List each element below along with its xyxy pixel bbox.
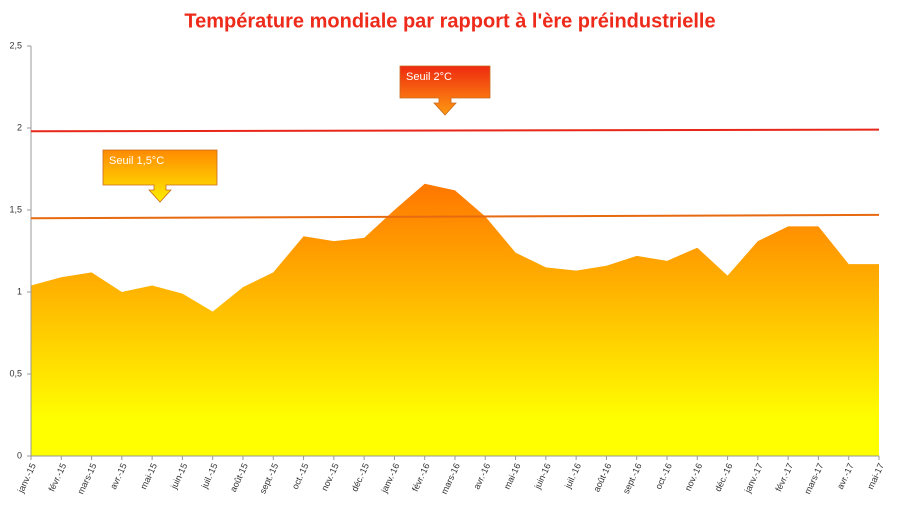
threshold-line: [30, 128, 880, 133]
area: [31, 183, 879, 456]
x-tick-label: mars-15: [76, 462, 99, 496]
chart-title: Température mondiale par rapport à l'ère…: [184, 10, 715, 32]
x-tick-label: janv.-15: [15, 462, 38, 496]
x-tick-label: août-16: [591, 462, 613, 494]
callout-box: [399, 65, 491, 116]
x-tick-label: nov.-15: [319, 462, 340, 493]
x-tick-label: févr.-15: [47, 462, 69, 493]
x-tick-label: août-15: [228, 462, 250, 494]
callout-label: Seuil 2°C: [406, 71, 452, 83]
x-tick-label: mai-16: [502, 462, 523, 491]
x-tick-label: sept.-16: [621, 462, 644, 496]
x-tick-label: juil.-16: [562, 462, 583, 491]
x-tick-label: déc.-15: [349, 462, 371, 493]
x-tick-label: avr.-15: [108, 462, 129, 491]
x-tick-label: juin-16: [532, 462, 553, 492]
y-tick-label: 1: [17, 286, 22, 296]
y-tick-label: 2: [17, 122, 22, 132]
x-tick-label: mars-16: [439, 462, 462, 496]
callout-box: [102, 149, 218, 203]
x-tick-label: févr.-16: [410, 462, 432, 493]
x-tick-label: mai-15: [138, 462, 159, 491]
x-tick-label: juin-15: [168, 462, 189, 492]
x-tick-label: nov.-16: [683, 462, 704, 493]
x-tick-label: mai-17: [865, 462, 886, 491]
x-tick-label: sept.-15: [257, 462, 280, 496]
threshold-line: [30, 213, 880, 220]
y-tick-label: 1,5: [9, 204, 22, 214]
x-tick-label: avr.-16: [472, 462, 493, 491]
x-tick-label: déc.-16: [713, 462, 735, 493]
x-tick-label: oct.-15: [290, 462, 311, 491]
x-tick-label: mars-17: [802, 462, 825, 496]
x-tick-label: oct.-16: [653, 462, 674, 491]
y-tick-label: 2,5: [9, 40, 22, 50]
x-tick-label: janv.-16: [379, 462, 402, 496]
x-tick-label: juil.-15: [199, 462, 220, 491]
x-tick-label: avr.-17: [835, 462, 856, 491]
x-tick-label: janv.-17: [742, 462, 765, 496]
y-tick-label: 0: [17, 450, 22, 460]
x-tick-label: févr.-17: [773, 462, 795, 493]
y-tick-label: 0,5: [9, 368, 22, 378]
callout-label: Seuil 1,5°C: [109, 155, 164, 167]
